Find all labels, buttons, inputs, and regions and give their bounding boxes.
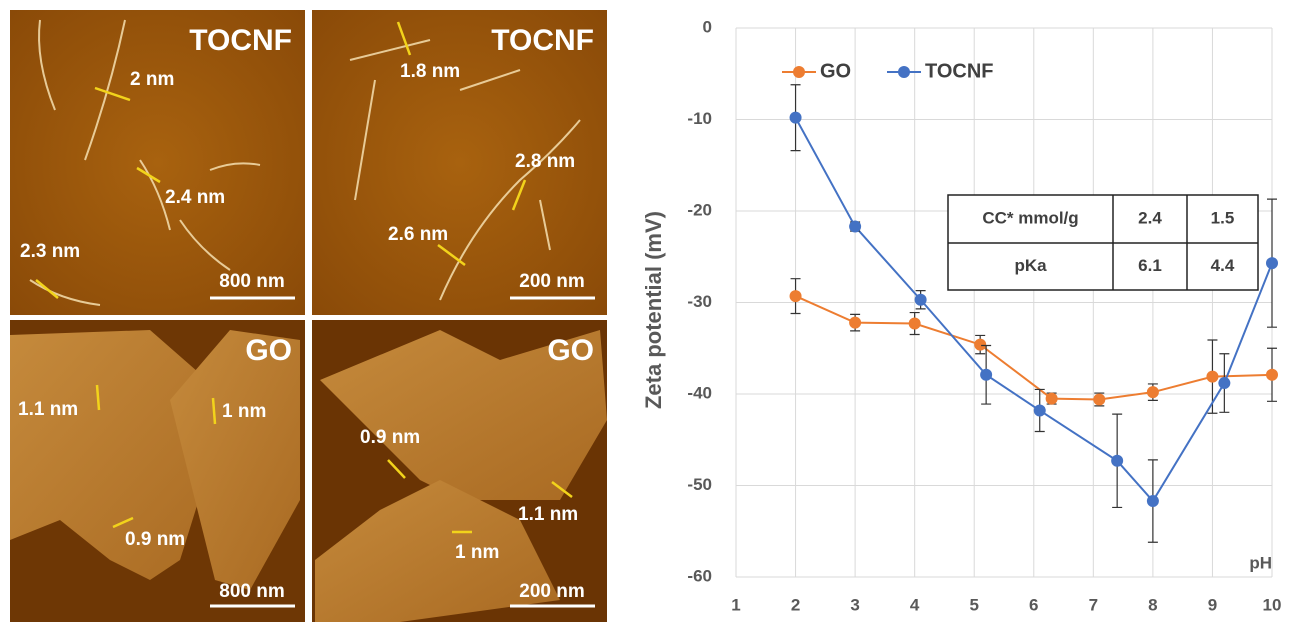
afm-annotations: TOCNF TOCNF GO GO 800 nm 200 nm 800 nm 2… [18, 21, 595, 608]
y-tick-label: -20 [687, 200, 712, 219]
legend-label: GO [820, 60, 851, 82]
y-tick-label: -60 [687, 566, 712, 585]
y-tick-label: 0 [703, 17, 712, 36]
point [1093, 393, 1106, 406]
legend-label: TOCNF [925, 60, 994, 82]
x-tick-label: 6 [1029, 595, 1038, 614]
x-tick-label: 9 [1208, 595, 1217, 614]
height-label: 2.3 nm [20, 241, 80, 262]
point [980, 368, 993, 381]
height-label: 1.1 nm [18, 399, 78, 420]
table-cell: 4.4 [1211, 256, 1235, 275]
point [1111, 454, 1124, 467]
point [1045, 392, 1058, 405]
point [1146, 386, 1159, 399]
height-label: 1.8 nm [400, 61, 460, 82]
y-axis-label: Zeta potential (mV) [641, 211, 666, 409]
x-tick-label: 1 [731, 595, 740, 614]
panel-title: GO [245, 334, 292, 367]
x-tick-label: 5 [969, 595, 978, 614]
plot: 0 -10 -20 -30 -40 -50 -60 1 2 3 4 5 6 7 8 9 10 CC* mmol/g… [687, 17, 1281, 614]
legend-marker [898, 66, 910, 78]
y-tick-label: -40 [687, 383, 712, 402]
point [1146, 495, 1159, 508]
x-tick-label: 7 [1089, 595, 1098, 614]
table-cell: 1.5 [1211, 208, 1235, 227]
point [1218, 377, 1231, 390]
scale-label: 800 nm [219, 271, 284, 292]
table-cell: 6.1 [1138, 256, 1162, 275]
point [1266, 257, 1278, 270]
x-axis-label: pH [1249, 553, 1272, 572]
height-label: 0.9 nm [360, 427, 420, 448]
height-label: 1.1 nm [518, 504, 578, 525]
point [1033, 404, 1046, 417]
x-tick-label: 8 [1148, 595, 1157, 614]
point [974, 338, 987, 351]
height-label: 1 nm [222, 401, 266, 422]
point [849, 316, 862, 329]
x-tick-label: 4 [910, 595, 920, 614]
table-cell: pKa [1014, 256, 1047, 275]
legend-marker [793, 66, 805, 78]
height-label: 2.8 nm [515, 151, 575, 172]
point [908, 317, 921, 330]
x-tick-label: 2 [791, 595, 800, 614]
scale-label: 200 nm [519, 581, 584, 602]
y-tick-label: -10 [687, 109, 712, 128]
height-label: 2.6 nm [388, 224, 448, 245]
scale-label: 800 nm [219, 581, 284, 602]
height-label: 0.9 nm [125, 529, 185, 550]
panel-title: GO [547, 334, 594, 367]
point [849, 220, 862, 233]
scale-label: 200 nm [519, 271, 584, 292]
x-tick-label: 3 [850, 595, 859, 614]
point [789, 111, 802, 124]
table-cell: CC* mmol/g [982, 208, 1078, 227]
height-label: 1 nm [455, 542, 499, 563]
point [914, 293, 927, 306]
y-tick-label: -30 [687, 292, 712, 311]
point [1266, 368, 1278, 381]
afm-images [10, 10, 607, 622]
height-label: 2 nm [130, 69, 174, 90]
height-label: 2.4 nm [165, 187, 225, 208]
table-cell: 2.4 [1138, 208, 1162, 227]
point [1206, 370, 1219, 383]
panel-title: TOCNF [491, 24, 594, 57]
x-tick-label: 10 [1263, 595, 1282, 614]
y-tick-label: -50 [687, 475, 712, 494]
panel-title: TOCNF [189, 24, 292, 57]
point [789, 290, 802, 303]
